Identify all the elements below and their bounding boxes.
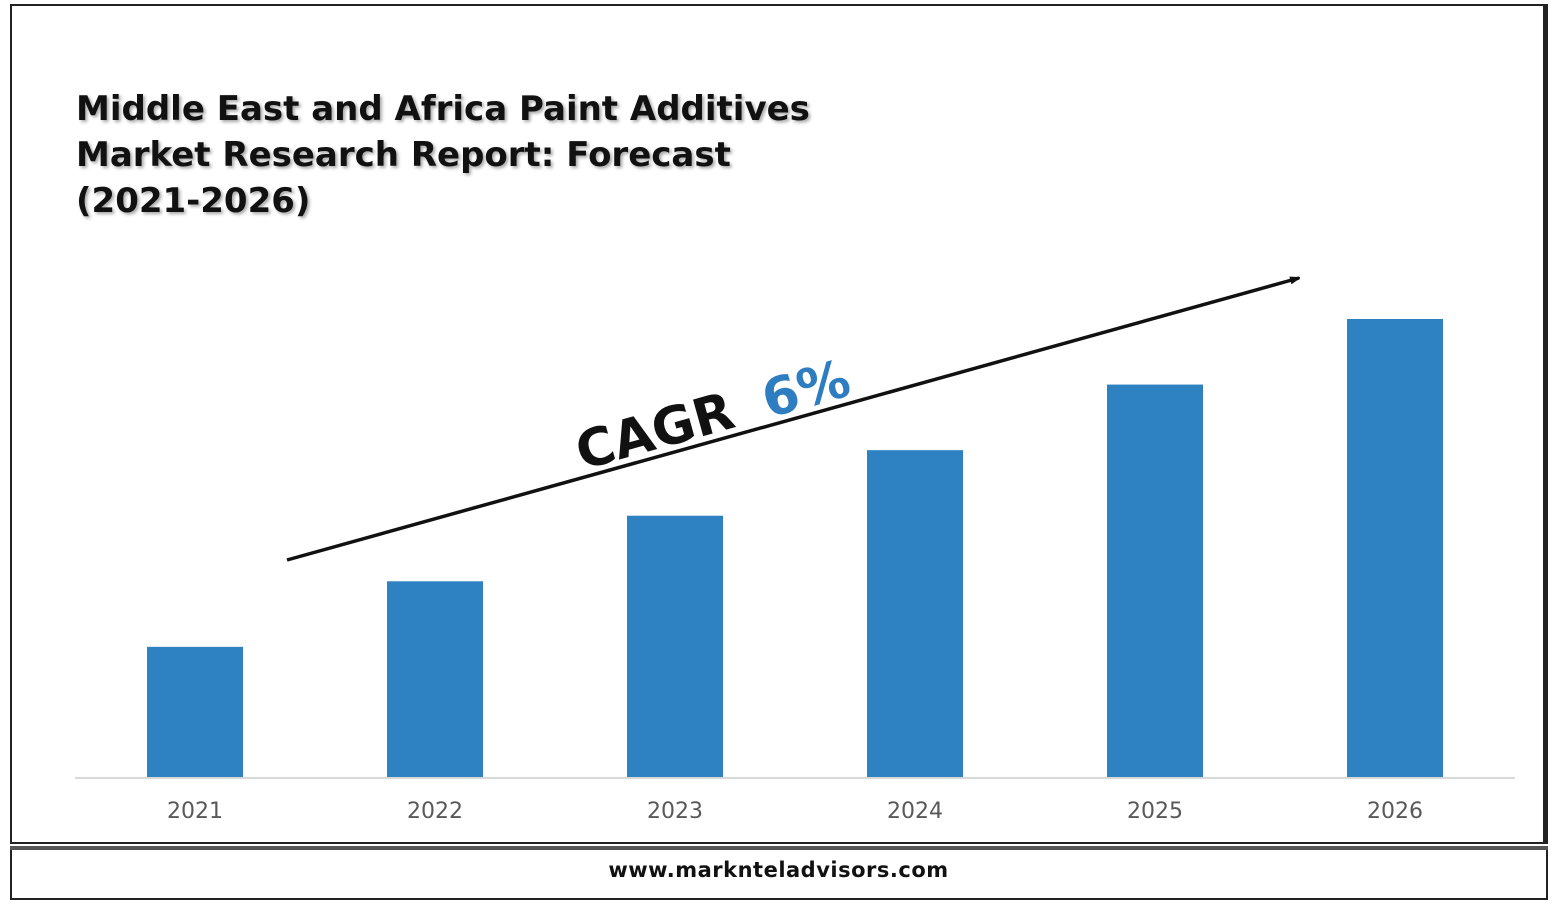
x-tick-label-2023: 2023 (647, 799, 703, 824)
x-tick-label-2026: 2026 (1367, 799, 1423, 824)
cagr-value: 6% (755, 349, 856, 431)
footer-divider (10, 846, 1548, 850)
trend-arrow (286, 276, 1299, 562)
x-tick-label-2024: 2024 (887, 799, 943, 824)
bars-group (147, 319, 1443, 778)
x-tick-label-2022: 2022 (407, 799, 463, 824)
bar-2026 (1347, 319, 1443, 778)
chart-title-line-1: Middle East and Africa Paint Additives (76, 89, 810, 129)
bar-2023 (627, 515, 723, 778)
bar-2024 (867, 450, 963, 778)
cagr-annotation: CAGR 6% (569, 349, 856, 483)
bar-2025 (1107, 384, 1203, 778)
chart-title-line-3: (2021-2026) (76, 181, 311, 221)
cagr-label: CAGR (569, 381, 740, 482)
chart-title: Middle East and Africa Paint Additives M… (76, 86, 856, 224)
x-tick-label-2021: 2021 (167, 799, 223, 824)
chart-title-line-2: Market Research Report: Forecast (76, 135, 731, 175)
x-tick-labels: 2021 2022 2023 2024 2025 2026 (167, 799, 1423, 824)
footer (10, 850, 1548, 900)
footer-url: www.marknteladvisors.com (608, 858, 949, 882)
x-tick-label-2025: 2025 (1127, 799, 1183, 824)
bar-2022 (387, 581, 483, 778)
bar-2021 (147, 646, 243, 778)
